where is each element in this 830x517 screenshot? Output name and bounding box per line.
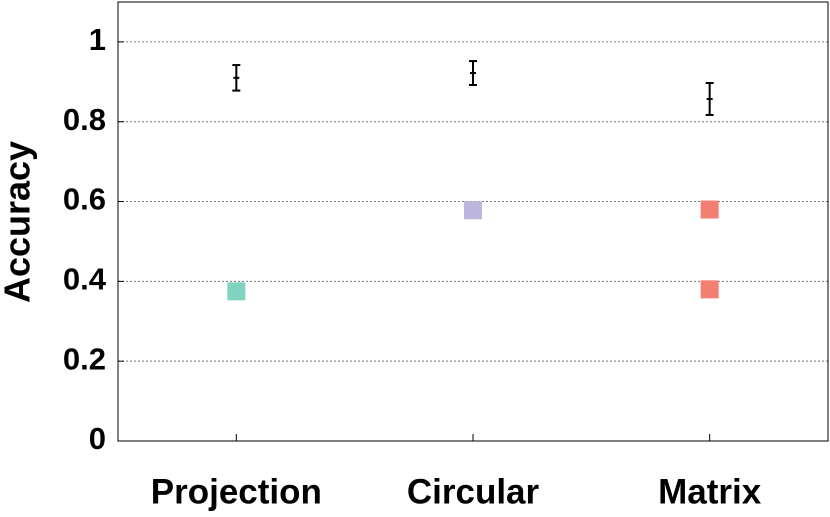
x-tick-label: Projection [151, 472, 322, 511]
y-tick-label: 0.6 [63, 182, 106, 217]
x-tick-label: Circular [407, 472, 540, 511]
y-tick-label: 0 [89, 421, 106, 456]
point [464, 201, 482, 220]
x-tick-label: Matrix [658, 472, 762, 511]
y-axis-label: Accuracy [0, 141, 38, 303]
y-tick-label: 0.2 [63, 341, 106, 376]
point [227, 282, 246, 301]
y-tick-label: 0.4 [63, 262, 107, 297]
point [700, 200, 719, 219]
y-tick-label: 0.8 [63, 102, 106, 137]
y-tick-label: 1 [89, 22, 106, 57]
point [700, 280, 719, 299]
